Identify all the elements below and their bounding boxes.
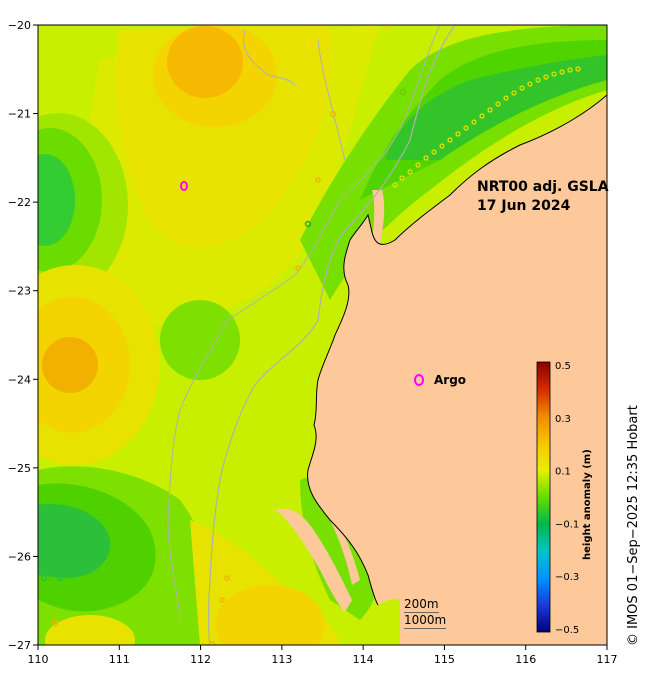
y-tick-label: −27 bbox=[8, 639, 31, 652]
contour-legend-200m: 200m bbox=[404, 597, 439, 613]
colorbar-tick-label: 0.1 bbox=[555, 467, 571, 478]
colorbar: 0.5 0.3 0.1 −0.1 −0.3 −0.5 bbox=[536, 361, 579, 636]
tide-gauge-markers bbox=[40, 25, 407, 645]
colorbar-tick-label: 0.3 bbox=[555, 414, 571, 425]
bathy-contour-200m bbox=[167, 25, 441, 621]
map-title-product: NRT00 adj. GSLA bbox=[477, 179, 609, 195]
argo-float-marker bbox=[180, 181, 188, 191]
x-axis: 110 111 112 113 114 115 116 117 bbox=[28, 645, 618, 666]
y-tick-label: −23 bbox=[8, 285, 31, 298]
altimeter-track bbox=[392, 66, 581, 188]
x-tick-label: 113 bbox=[271, 653, 292, 666]
y-tick-label: −22 bbox=[8, 196, 31, 209]
coastline bbox=[307, 94, 607, 606]
y-tick-label: −26 bbox=[8, 550, 31, 563]
x-tick-label: 116 bbox=[515, 653, 536, 666]
colorbar-tick-label: −0.5 bbox=[555, 625, 579, 636]
x-tick-label: 111 bbox=[109, 653, 130, 666]
credit-text: © IMOS 01−Sep−2025 12:35 Hobart bbox=[626, 405, 641, 646]
y-tick-label: −24 bbox=[8, 373, 31, 386]
plot-frame bbox=[37, 24, 608, 646]
map-title: NRT00 adj. GSLA 17 Jun 2024 bbox=[477, 178, 609, 216]
y-tick-label: −25 bbox=[8, 462, 31, 475]
x-tick-label: 114 bbox=[353, 653, 374, 666]
x-tick-label: 112 bbox=[190, 653, 211, 666]
argo-legend: Argo bbox=[414, 373, 466, 387]
colorbar-title: height anomaly (m) bbox=[582, 449, 593, 560]
sea-level-field bbox=[38, 25, 607, 645]
x-tick-label: 117 bbox=[597, 653, 618, 666]
argo-legend-marker bbox=[414, 374, 424, 386]
y-tick-label: −21 bbox=[8, 108, 31, 121]
x-tick-label: 110 bbox=[28, 653, 49, 666]
contour-legend: 200m 1000m bbox=[404, 597, 447, 629]
argo-legend-label: Argo bbox=[434, 373, 467, 387]
y-tick-label: −20 bbox=[8, 19, 31, 32]
land-mass bbox=[307, 95, 607, 645]
colorbar-tick-label: −0.3 bbox=[555, 572, 579, 583]
bathy-contour-1000m bbox=[207, 25, 456, 645]
colorbar-tick-label: −0.1 bbox=[555, 519, 579, 530]
map-title-date: 17 Jun 2024 bbox=[477, 198, 571, 214]
x-tick-label: 115 bbox=[434, 653, 455, 666]
y-axis: −20 −21 −22 −23 −24 −25 −26 −27 bbox=[8, 19, 38, 652]
colorbar-tick-label: 0.5 bbox=[555, 361, 571, 372]
contour-legend-1000m: 1000m bbox=[404, 613, 447, 629]
